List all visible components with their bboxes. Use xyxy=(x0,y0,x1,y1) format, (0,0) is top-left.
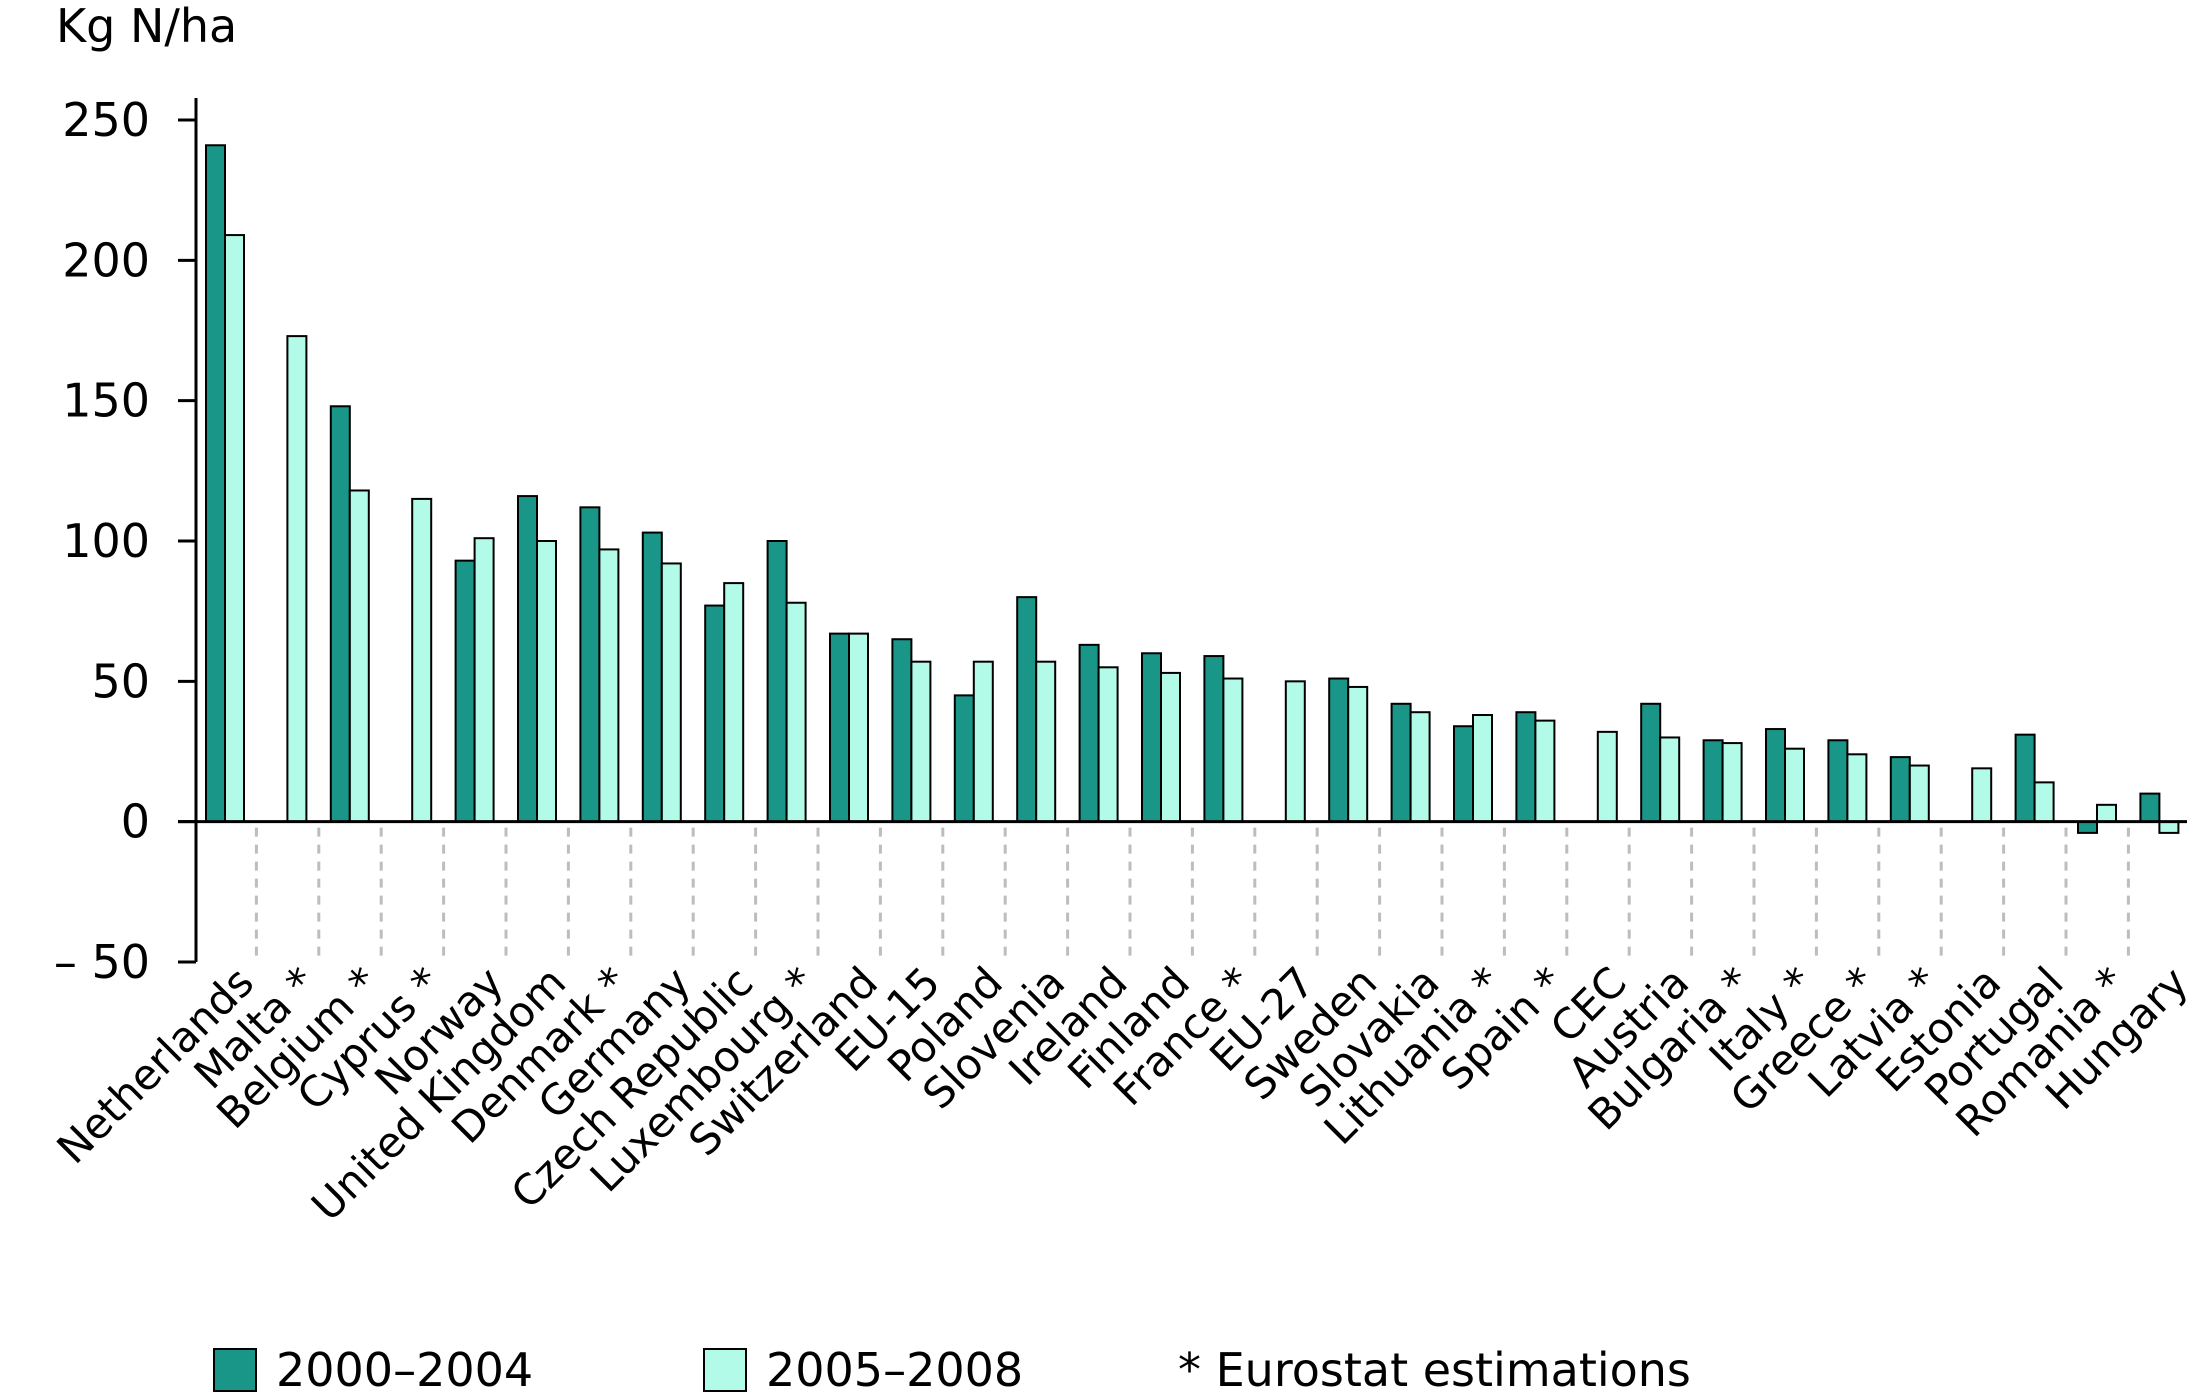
y-tick-label: 200 xyxy=(62,233,150,287)
legend: 2000–2004 2005–2008 * Eurostat estimations xyxy=(213,1343,1691,1397)
y-tick-label: 50 xyxy=(91,654,150,708)
bars xyxy=(205,144,2180,834)
bar-series1 xyxy=(1203,655,1225,823)
y-axis-tick-labels: 250 200 150 100 50 0 – 50 xyxy=(54,93,196,989)
bar-series2 xyxy=(598,548,620,823)
y-tick-label: – 50 xyxy=(54,935,150,989)
bar-series1 xyxy=(1702,739,1724,823)
bar-series2 xyxy=(1784,747,1805,823)
bar-series1 xyxy=(891,638,913,823)
legend-note: * Eurostat estimations xyxy=(1178,1343,1691,1397)
bar-series1 xyxy=(579,506,601,823)
bar-series1 xyxy=(329,405,351,823)
bar-series2 xyxy=(660,562,682,823)
bar-series2 xyxy=(286,335,308,823)
bar-series1 xyxy=(641,531,663,823)
legend-series2-label: 2005–2008 xyxy=(766,1343,1023,1397)
bar-series2 xyxy=(1908,764,1930,823)
bar-series2 xyxy=(1160,671,1181,823)
legend-series2-swatch xyxy=(703,1348,747,1392)
bar-series1 xyxy=(829,632,850,823)
bar-series2 xyxy=(910,660,932,823)
bar-series1 xyxy=(1453,725,1474,823)
bar-series2 xyxy=(723,582,745,823)
bar-series2 xyxy=(1035,660,1057,823)
bar-series1 xyxy=(205,144,226,823)
bar-series2 xyxy=(1659,736,1681,823)
bar-series2 xyxy=(348,489,370,823)
bar-series2 xyxy=(1347,685,1369,823)
y-tick-label: 0 xyxy=(121,795,150,849)
bar-series1 xyxy=(1078,643,1100,823)
bar-series1 xyxy=(2014,733,2036,823)
bar-series2 xyxy=(1222,677,1244,823)
legend-series1-swatch xyxy=(213,1348,257,1392)
y-axis-title: Kg N/ha xyxy=(56,0,237,53)
bar-series2 xyxy=(2096,803,2117,823)
bar-series1 xyxy=(704,604,726,823)
bar-series2 xyxy=(1721,742,1743,823)
bar-series1 xyxy=(517,495,538,823)
bar-series1 xyxy=(1515,711,1537,823)
legend-series1-label: 2000–2004 xyxy=(276,1343,533,1397)
category-separators xyxy=(254,827,2130,962)
bar-series1 xyxy=(1141,652,1162,823)
bar-series1 xyxy=(766,540,788,823)
bar-series2 xyxy=(1596,730,1618,823)
bar-series2 xyxy=(1097,666,1119,823)
bar-series2 xyxy=(1472,714,1493,823)
bar-series2 xyxy=(536,540,557,823)
bar-series1 xyxy=(1328,677,1350,823)
axes xyxy=(178,98,2187,962)
bar-series1 xyxy=(454,559,476,823)
bar-series2 xyxy=(1534,719,1556,823)
bar-series2 xyxy=(848,632,869,823)
bar-series1 xyxy=(1016,596,1038,823)
bar-series2 xyxy=(1846,753,1868,823)
bar-series2 xyxy=(1409,711,1431,823)
bar-series2 xyxy=(224,234,245,823)
y-tick-label: 250 xyxy=(62,93,150,147)
bar-series1 xyxy=(1640,702,1662,823)
bar-series1 xyxy=(953,694,975,823)
bar-series1 xyxy=(1765,728,1786,823)
y-tick-label: 100 xyxy=(62,514,150,568)
bar-series2 xyxy=(2158,820,2180,834)
bar-series2 xyxy=(1971,767,1993,823)
bar-series2 xyxy=(473,537,495,823)
bar-series2 xyxy=(972,660,994,823)
bar-series1 xyxy=(1827,739,1849,823)
bar-series1 xyxy=(2077,820,2098,834)
bar-series1 xyxy=(2139,792,2161,823)
y-tick-label: 150 xyxy=(62,374,150,428)
bar-series2 xyxy=(2033,781,2055,823)
bar-series1 xyxy=(1390,702,1412,823)
bar-series1 xyxy=(1889,756,1911,823)
bar-series2 xyxy=(411,497,433,823)
bar-series2 xyxy=(785,601,807,823)
bar-series2 xyxy=(1284,680,1306,823)
